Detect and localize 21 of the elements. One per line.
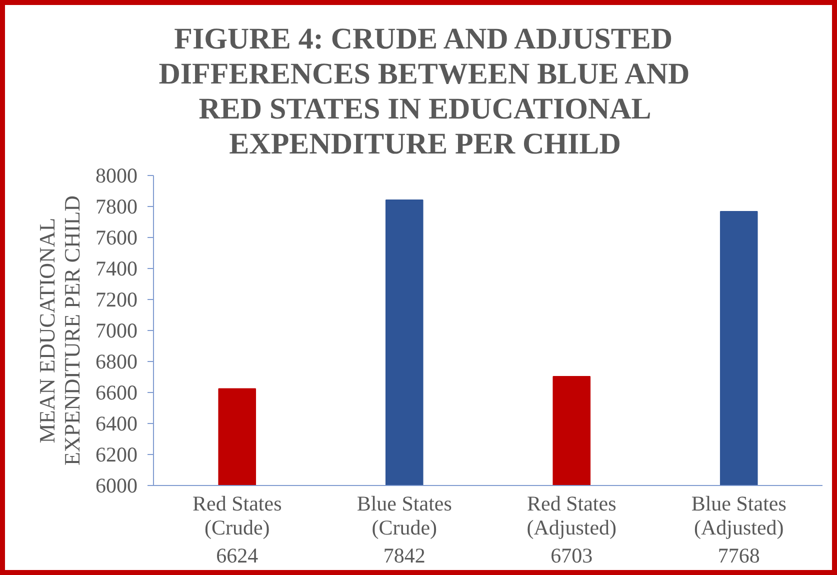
data-label: 7768 [718, 544, 760, 568]
y-tick-label: 6400 [96, 412, 138, 436]
y-tick-label: 6600 [96, 380, 138, 404]
data-label: 7842 [383, 544, 426, 568]
y-tick-label: 7600 [96, 226, 138, 250]
x-tick-label: Red States (Adjusted) [526, 492, 617, 540]
chart-title: FIGURE 4: CRUDE AND ADJUSTED DIFFERENCES BETWEEN BLUE AND RED STATES IN EDUCATIONAL EXPENDITURE PER CHILD [158, 22, 690, 160]
y-tick-label: 6800 [96, 350, 138, 374]
x-tick-label: Red States (Crude) [192, 492, 282, 540]
y-tick-label: 7200 [96, 288, 138, 312]
data-label: 6703 [550, 544, 593, 568]
y-tick-label: 7400 [96, 256, 138, 280]
data-label: 6624 [216, 544, 259, 568]
y-axis-title: MEAN EDUCATIONAL EXPENDITURE PER CHILD [34, 195, 84, 466]
y-tick-label: 6000 [96, 474, 138, 498]
y-tick-label: 8000 [96, 164, 138, 188]
y-tick-label: 7800 [96, 194, 138, 218]
y-tick-label: 7000 [96, 318, 138, 342]
y-tick-label: 6200 [96, 442, 138, 466]
x-tick-label: Blue States (Crude) [356, 492, 452, 540]
x-tick-label: Blue States (Adjusted) [691, 492, 786, 540]
